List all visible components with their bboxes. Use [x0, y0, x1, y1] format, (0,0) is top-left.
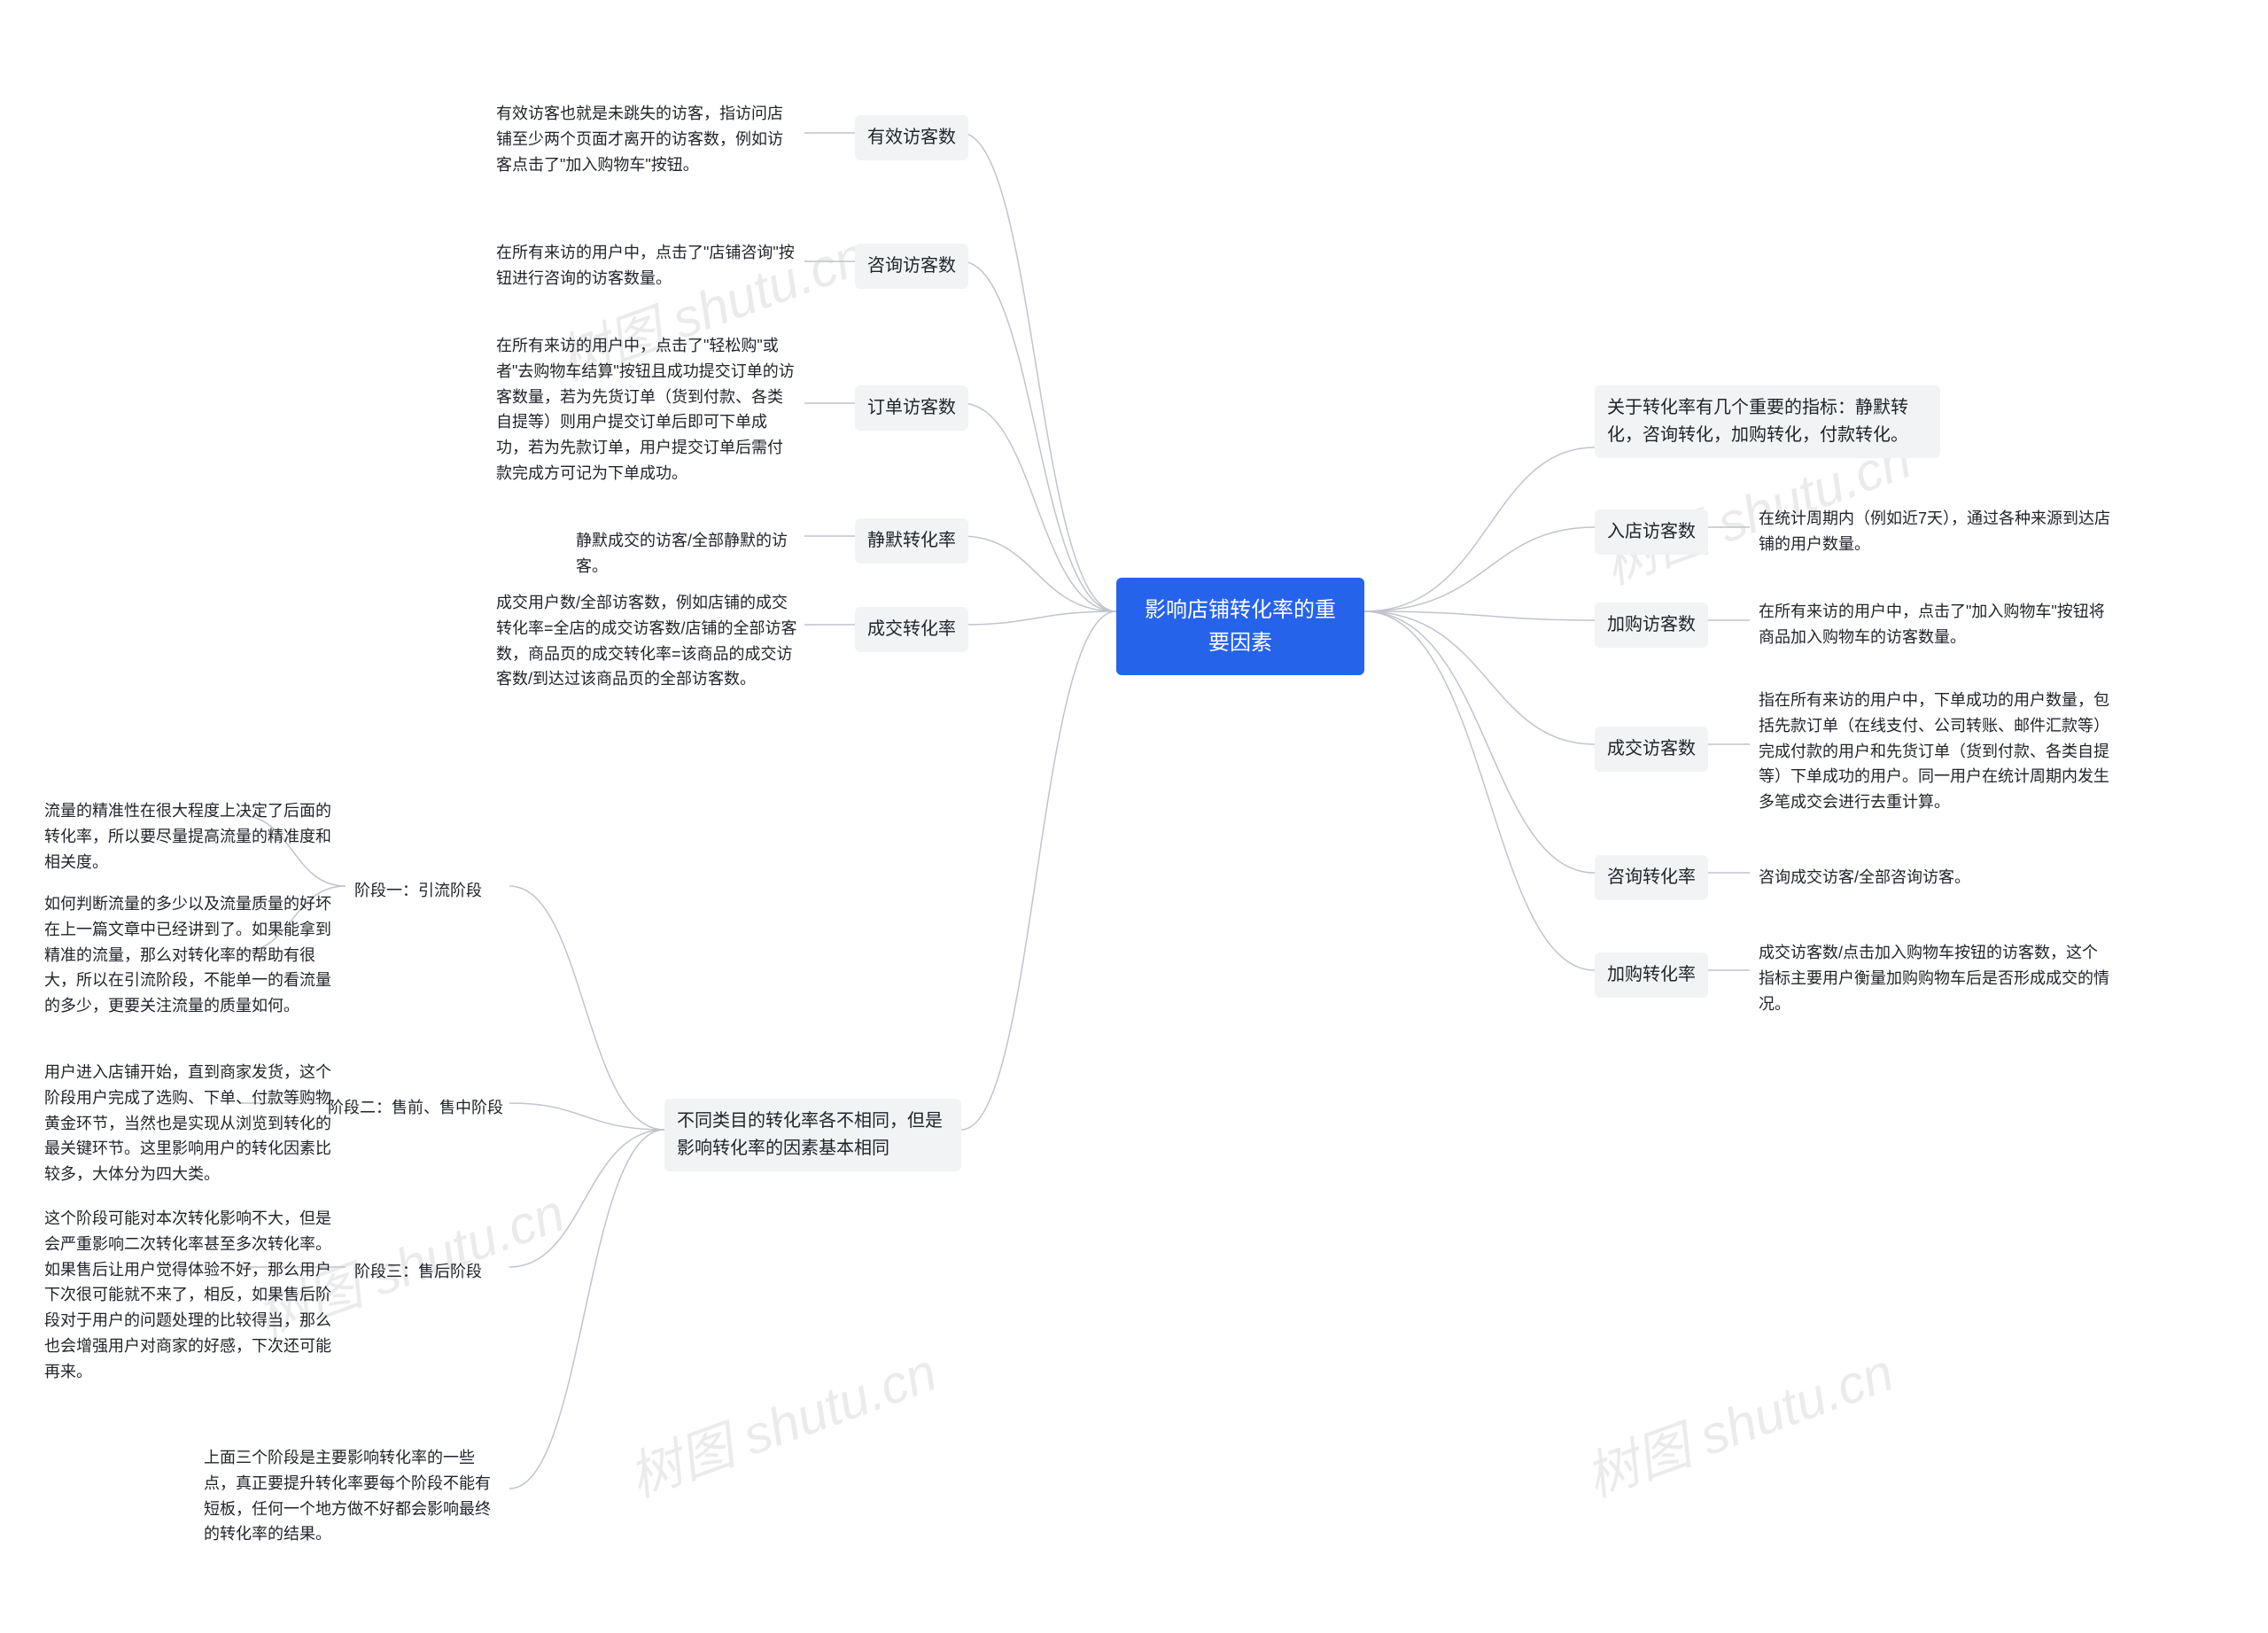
- left-top-3[interactable]: 静默转化率: [855, 518, 968, 564]
- right-item-2[interactable]: 成交访客数: [1595, 727, 1708, 772]
- stage-2-desc-0: 用户进入店铺开始，直到商家发货，这个阶段用户完成了选购、下单、付款等购物黄金环节…: [35, 1054, 354, 1193]
- right-item-0[interactable]: 入店访客数: [1595, 509, 1708, 555]
- right-item-3-desc: 咨询成交访客/全部咨询访客。: [1750, 859, 2122, 896]
- watermark: 树图 shutu.cn: [1573, 1329, 1902, 1512]
- watermark: 树图 shutu.cn: [617, 1329, 945, 1512]
- right-item-2-desc: 指在所有来访的用户中，下单成功的用户数量，包括先款订单（在线支付、公司转账、邮件…: [1750, 682, 2122, 820]
- left-top-2-desc: 在所有来访的用户中，点击了"轻松购"或者"去购物车结算"按钮且成功提交订单的访客…: [487, 328, 806, 492]
- left-top-0[interactable]: 有效访客数: [855, 115, 968, 160]
- left-bottom-summary: 上面三个阶段是主要影响转化率的一些点，真正要提升转化率要每个阶段不能有短板，任何…: [195, 1440, 514, 1552]
- stage-1-desc-0: 流量的精准性在很大程度上决定了后面的转化率，所以要尽量提高流量的精准度和相关度。: [35, 793, 354, 880]
- stage-3-label[interactable]: 阶段三：售后阶段: [346, 1254, 491, 1290]
- right-intro[interactable]: 关于转化率有几个重要的指标：静默转化，咨询转化，加购转化，付款转化。: [1595, 385, 1940, 458]
- left-bottom-title[interactable]: 不同类目的转化率各不相同，但是影响转化率的因素基本相同: [664, 1099, 961, 1171]
- left-top-4[interactable]: 成交转化率: [855, 607, 968, 652]
- left-top-2[interactable]: 订单访客数: [855, 385, 968, 431]
- right-item-1-desc: 在所有来访的用户中，点击了"加入购物车"按钮将商品加入购物车的访客数量。: [1750, 594, 2122, 656]
- left-top-0-desc: 有效访客也就是未跳失的访客，指访问店铺至少两个页面才离开的访客数，例如访客点击了…: [487, 96, 806, 183]
- stage-1-label[interactable]: 阶段一：引流阶段: [346, 873, 491, 909]
- right-item-1[interactable]: 加购访客数: [1595, 603, 1708, 648]
- left-top-1[interactable]: 咨询访客数: [855, 244, 968, 289]
- left-top-4-desc: 成交用户数/全部访客数，例如店铺的成交转化率=全店的成交访客数/店铺的全部访客数…: [487, 585, 806, 697]
- right-item-0-desc: 在统计周期内（例如近7天），通过各种来源到达店铺的用户数量。: [1750, 501, 2122, 563]
- left-top-3-desc: 静默成交的访客/全部静默的访客。: [567, 523, 806, 585]
- stage-1-desc-1: 如何判断流量的多少以及流量质量的好坏在上一篇文章中已经讲到了。如果能拿到精准的流…: [35, 886, 354, 1024]
- right-item-4[interactable]: 加购转化率: [1595, 953, 1708, 998]
- center-topic[interactable]: 影响店铺转化率的重要因素: [1116, 578, 1364, 675]
- right-item-3[interactable]: 咨询转化率: [1595, 855, 1708, 900]
- left-top-1-desc: 在所有来访的用户中，点击了"店铺咨询"按钮进行咨询的访客数量。: [487, 235, 806, 297]
- right-item-4-desc: 成交访客数/点击加入购物车按钮的访客数，这个指标主要用户衡量加购购物车后是否形成…: [1750, 935, 2122, 1022]
- stage-3-desc-0: 这个阶段可能对本次转化影响不大，但是会严重影响二次转化率甚至多次转化率。如果售后…: [35, 1201, 354, 1390]
